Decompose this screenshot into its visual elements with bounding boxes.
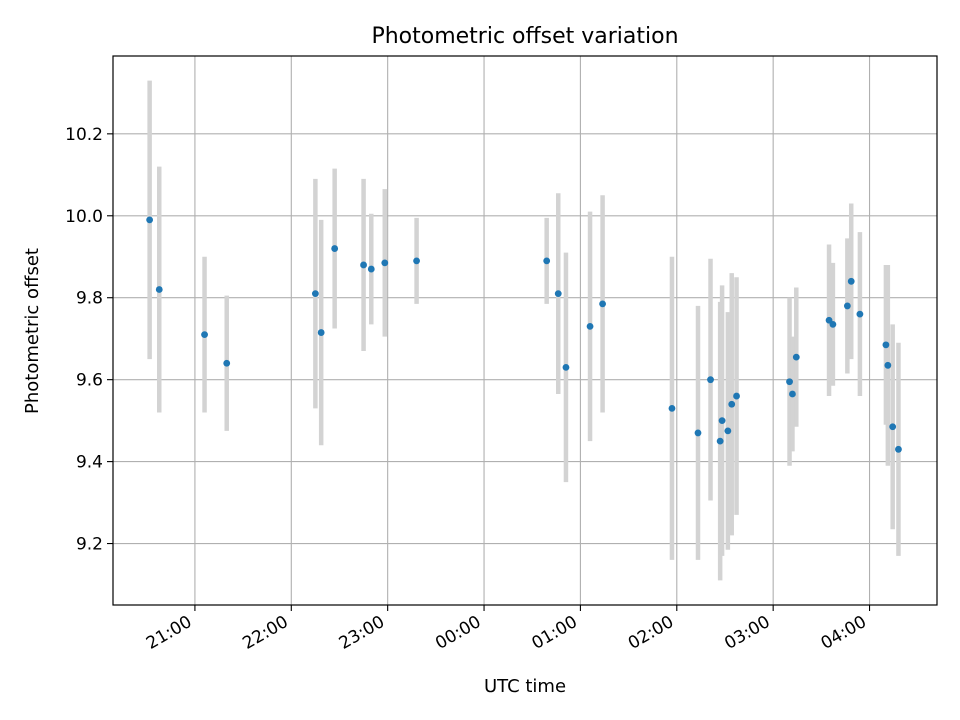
data-point <box>889 423 897 431</box>
y-tick-label: 9.6 <box>76 371 103 391</box>
data-point <box>882 341 890 349</box>
data-point <box>668 404 676 412</box>
data-point <box>843 302 851 310</box>
data-point <box>884 361 892 369</box>
x-axis-ticks: 21:00 22:00 23:00 00:00 01:00 02:00 03:00 04:00 <box>143 605 871 654</box>
x-tick-label: 22:00 <box>239 612 291 654</box>
data-point <box>733 392 740 400</box>
data-point <box>586 323 594 330</box>
data-point <box>728 400 736 408</box>
data-point <box>413 257 420 265</box>
x-tick-label: 01:00 <box>528 612 580 654</box>
y-tick-label: 9.8 <box>76 289 103 309</box>
data-point <box>317 329 325 336</box>
x-tick-label: 02:00 <box>625 612 677 654</box>
y-tick-label: 9.2 <box>76 535 103 555</box>
data-point <box>381 259 389 267</box>
y-axis-ticks: 9.2 9.4 9.6 9.8 10.0 10.2 <box>65 125 113 555</box>
plot-frame <box>112 55 938 606</box>
data-point <box>562 363 570 371</box>
error-bars <box>147 80 901 581</box>
data-point <box>554 290 562 298</box>
data-point <box>716 437 724 445</box>
x-tick-label: 04:00 <box>818 612 870 654</box>
data-point <box>694 429 702 437</box>
grid <box>113 56 937 605</box>
data-point <box>718 417 726 425</box>
data-point <box>223 359 231 367</box>
data-point <box>724 427 732 435</box>
y-tick-label: 9.4 <box>76 453 103 473</box>
data-point <box>155 286 163 293</box>
data-point <box>829 320 837 328</box>
data-point <box>847 277 855 285</box>
data-point <box>599 300 606 308</box>
data-point <box>367 265 375 273</box>
x-tick-label: 21:00 <box>143 612 195 654</box>
data-point <box>707 376 714 384</box>
data-point <box>331 245 339 252</box>
y-tick-label: 10.0 <box>65 207 103 227</box>
data-points <box>146 216 902 453</box>
x-tick-label: 23:00 <box>336 612 388 654</box>
data-point <box>311 290 319 298</box>
data-point <box>856 310 864 318</box>
y-tick-label: 10.2 <box>65 125 103 145</box>
data-point <box>201 331 208 338</box>
x-tick-label: 03:00 <box>721 612 773 654</box>
data-point <box>895 445 902 453</box>
chart-title: Photometric offset variation <box>371 24 678 49</box>
data-point <box>146 216 154 224</box>
data-point <box>543 257 551 265</box>
data-point <box>786 378 793 386</box>
data-point <box>792 353 800 361</box>
y-axis-label: Photometric offset <box>22 248 43 414</box>
x-tick-label: 00:00 <box>432 612 484 654</box>
x-axis-label: UTC time <box>484 676 566 697</box>
data-point <box>789 390 796 398</box>
data-point <box>360 261 367 269</box>
